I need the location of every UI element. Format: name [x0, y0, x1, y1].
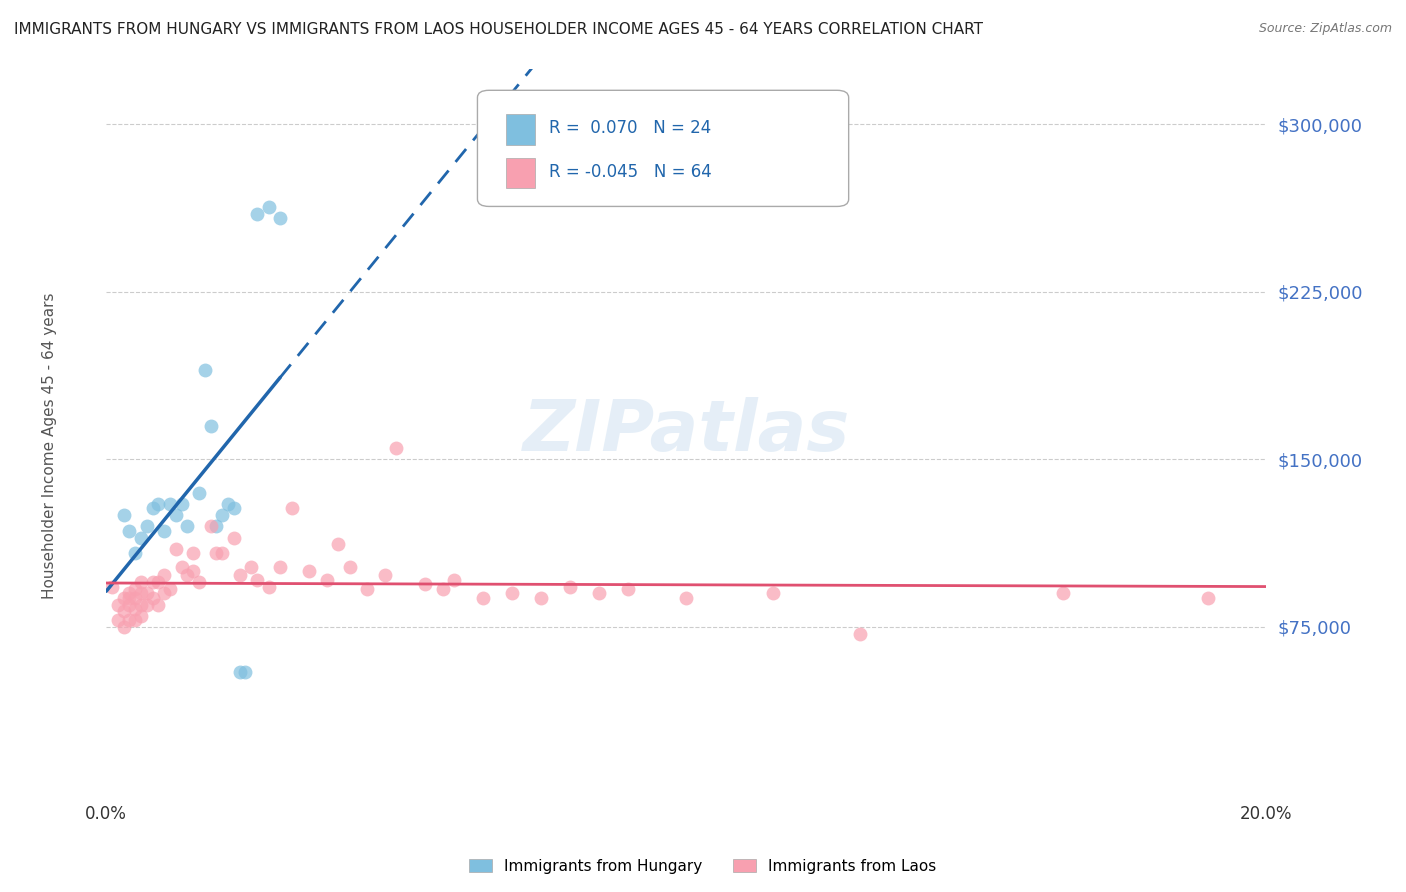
Point	[129, 531, 152, 545]
Point	[1197, 591, 1219, 605]
Point	[269, 211, 291, 226]
Point	[181, 546, 204, 560]
Point	[530, 591, 553, 605]
Bar	[506, 114, 536, 145]
Point	[159, 497, 181, 511]
Point	[135, 598, 157, 612]
Point	[328, 537, 350, 551]
Point	[107, 613, 129, 627]
Point	[112, 591, 135, 605]
Point	[118, 598, 141, 612]
Point	[194, 363, 217, 377]
Point	[257, 200, 280, 214]
Point	[135, 519, 157, 533]
Point	[165, 541, 187, 556]
Point	[142, 591, 165, 605]
Point	[135, 586, 157, 600]
Point	[153, 524, 176, 538]
Point	[432, 582, 454, 596]
Point	[228, 568, 250, 582]
Point	[211, 508, 233, 523]
Point	[170, 497, 193, 511]
Point	[153, 586, 176, 600]
Point	[176, 568, 198, 582]
Point	[205, 519, 228, 533]
Point	[374, 568, 396, 582]
Point	[181, 564, 204, 578]
Point	[124, 582, 146, 596]
Point	[675, 591, 697, 605]
Point	[200, 519, 222, 533]
Point	[472, 591, 495, 605]
Point	[257, 580, 280, 594]
Point	[222, 501, 245, 516]
Point	[501, 586, 523, 600]
Point	[560, 580, 582, 594]
Point	[356, 582, 378, 596]
Point	[176, 519, 198, 533]
Point	[159, 582, 181, 596]
Point	[118, 591, 141, 605]
Point	[112, 604, 135, 618]
Text: Householder Income Ages 45 - 64 years: Householder Income Ages 45 - 64 years	[42, 293, 56, 599]
Point	[124, 613, 146, 627]
Point	[588, 586, 610, 600]
Point	[101, 580, 124, 594]
Point	[246, 573, 269, 587]
Point	[443, 573, 465, 587]
Point	[124, 591, 146, 605]
Legend: Immigrants from Hungary, Immigrants from Laos: Immigrants from Hungary, Immigrants from…	[463, 853, 943, 880]
Point	[413, 577, 436, 591]
Point	[228, 665, 250, 679]
Point	[617, 582, 640, 596]
Point	[188, 575, 211, 590]
Text: IMMIGRANTS FROM HUNGARY VS IMMIGRANTS FROM LAOS HOUSEHOLDER INCOME AGES 45 - 64 : IMMIGRANTS FROM HUNGARY VS IMMIGRANTS FR…	[14, 22, 983, 37]
Point	[165, 508, 187, 523]
Text: ZIPatlas: ZIPatlas	[523, 397, 851, 466]
Point	[246, 207, 269, 221]
Point	[170, 559, 193, 574]
Point	[211, 546, 233, 560]
Point	[200, 418, 222, 433]
Point	[217, 497, 239, 511]
Point	[849, 626, 872, 640]
Point	[148, 598, 170, 612]
Point	[205, 546, 228, 560]
Point	[148, 575, 170, 590]
Point	[222, 531, 245, 545]
Point	[188, 486, 211, 500]
Point	[235, 665, 257, 679]
Point	[1052, 586, 1074, 600]
Text: R = -0.045   N = 64: R = -0.045 N = 64	[550, 163, 711, 181]
Text: R =  0.070   N = 24: R = 0.070 N = 24	[550, 119, 711, 137]
FancyBboxPatch shape	[478, 90, 849, 206]
Bar	[506, 158, 536, 188]
Point	[315, 573, 337, 587]
Point	[298, 564, 321, 578]
Point	[112, 620, 135, 634]
Point	[124, 546, 146, 560]
Point	[124, 602, 146, 616]
Point	[107, 598, 129, 612]
Point	[269, 559, 291, 574]
Point	[142, 575, 165, 590]
Point	[112, 508, 135, 523]
Point	[281, 501, 304, 516]
Point	[129, 608, 152, 623]
Point	[118, 613, 141, 627]
Point	[129, 575, 152, 590]
Point	[762, 586, 785, 600]
Point	[240, 559, 263, 574]
Point	[118, 586, 141, 600]
Point	[339, 559, 361, 574]
Point	[385, 441, 408, 455]
Point	[118, 524, 141, 538]
Point	[129, 586, 152, 600]
Point	[148, 497, 170, 511]
Text: Source: ZipAtlas.com: Source: ZipAtlas.com	[1258, 22, 1392, 36]
Point	[142, 501, 165, 516]
Point	[129, 598, 152, 612]
Point	[153, 568, 176, 582]
